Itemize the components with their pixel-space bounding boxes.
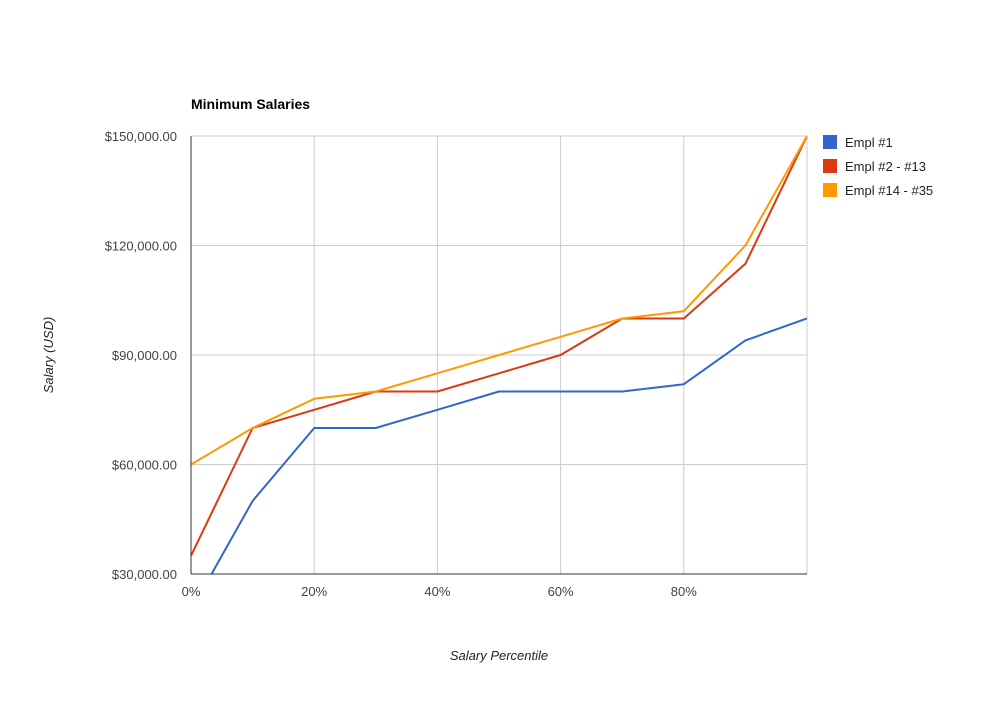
y-tick-label: $90,000.00 bbox=[112, 348, 177, 363]
x-tick-label: 20% bbox=[301, 584, 327, 599]
x-axis-title: Salary Percentile bbox=[450, 648, 548, 663]
legend-label: Empl #14 - #35 bbox=[845, 183, 933, 198]
y-tick-label: $150,000.00 bbox=[105, 129, 177, 144]
series-line bbox=[191, 136, 807, 466]
legend-label: Empl #2 - #13 bbox=[845, 159, 926, 174]
y-tick-label: $60,000.00 bbox=[112, 458, 177, 473]
chart-title: Minimum Salaries bbox=[191, 96, 310, 112]
legend-swatch bbox=[823, 159, 837, 173]
x-tick-label: 60% bbox=[548, 584, 574, 599]
x-axis-ticks: 0% 20% 40% 60% 80% bbox=[182, 584, 698, 599]
series-lines bbox=[191, 136, 807, 574]
x-tick-label: 40% bbox=[424, 584, 450, 599]
axes bbox=[190, 136, 807, 575]
y-tick-label: $30,000.00 bbox=[112, 567, 177, 582]
legend-swatch bbox=[823, 183, 837, 197]
y-axis-ticks: $30,000.00 $60,000.00 $90,000.00 $120,000.0… bbox=[105, 129, 177, 582]
series-line bbox=[191, 136, 807, 557]
legend-swatch bbox=[823, 135, 837, 149]
legend: Empl #1 Empl #2 - #13 Empl #14 - #35 bbox=[823, 135, 933, 198]
y-axis-title: Salary (USD) bbox=[41, 317, 56, 394]
legend-label: Empl #1 bbox=[845, 135, 893, 150]
series-line bbox=[210, 317, 807, 574]
y-tick-label: $120,000.00 bbox=[105, 239, 177, 254]
x-tick-label: 80% bbox=[671, 584, 697, 599]
x-tick-label: 0% bbox=[182, 584, 201, 599]
